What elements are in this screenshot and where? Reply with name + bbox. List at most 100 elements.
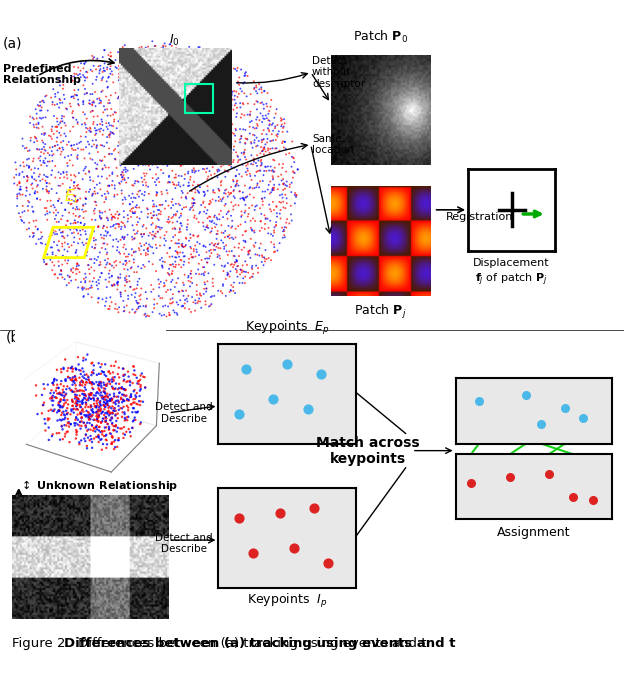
Point bbox=[29, 230, 39, 241]
Point bbox=[240, 70, 250, 81]
Point bbox=[167, 70, 177, 81]
Point bbox=[52, 239, 62, 250]
Point bbox=[267, 184, 277, 195]
Point bbox=[157, 89, 167, 100]
Point bbox=[243, 98, 253, 109]
Point bbox=[98, 223, 108, 234]
Point bbox=[198, 186, 208, 197]
Point bbox=[127, 118, 137, 129]
Point bbox=[263, 143, 273, 154]
Point bbox=[57, 230, 67, 241]
Point bbox=[170, 60, 180, 71]
Point bbox=[158, 301, 168, 312]
Point bbox=[208, 53, 218, 64]
Point bbox=[188, 163, 198, 174]
Point bbox=[180, 158, 190, 169]
Point bbox=[219, 118, 229, 129]
Point bbox=[129, 267, 139, 278]
Point bbox=[111, 107, 121, 118]
Point bbox=[56, 265, 66, 276]
Point bbox=[150, 54, 160, 65]
Point bbox=[183, 215, 193, 226]
Point bbox=[250, 215, 260, 226]
Point bbox=[153, 91, 163, 102]
Point bbox=[155, 200, 165, 211]
Point bbox=[162, 160, 172, 171]
Point bbox=[162, 136, 172, 147]
Point bbox=[74, 260, 84, 271]
Point bbox=[162, 45, 172, 56]
Point bbox=[116, 158, 126, 169]
Point bbox=[277, 189, 287, 200]
Point bbox=[195, 89, 205, 100]
Point bbox=[120, 119, 130, 130]
Point bbox=[204, 301, 214, 312]
Point bbox=[76, 131, 86, 142]
Point bbox=[228, 281, 238, 292]
Point bbox=[59, 233, 69, 244]
Point bbox=[58, 226, 68, 237]
Point bbox=[130, 54, 140, 65]
Point bbox=[188, 123, 198, 134]
Point bbox=[233, 155, 243, 166]
Point bbox=[29, 206, 39, 217]
Point bbox=[30, 131, 40, 142]
Point bbox=[143, 208, 153, 219]
Point bbox=[127, 63, 137, 74]
Point bbox=[170, 224, 180, 235]
Point bbox=[170, 307, 180, 318]
Point bbox=[232, 255, 242, 266]
Point bbox=[277, 138, 287, 149]
Point bbox=[149, 210, 158, 221]
Point bbox=[163, 130, 173, 141]
Point bbox=[97, 67, 107, 78]
Point bbox=[94, 292, 104, 303]
Point bbox=[147, 143, 157, 154]
Point bbox=[269, 247, 279, 258]
Point bbox=[116, 131, 126, 142]
Point bbox=[164, 310, 174, 321]
Point bbox=[303, 403, 313, 414]
Point bbox=[117, 222, 127, 233]
Point bbox=[190, 298, 200, 309]
Point bbox=[186, 306, 196, 317]
Point bbox=[271, 134, 281, 145]
Point bbox=[127, 101, 137, 112]
Point bbox=[233, 78, 243, 89]
Point bbox=[90, 239, 100, 250]
Point bbox=[226, 259, 236, 270]
Point bbox=[72, 139, 82, 150]
Point bbox=[97, 213, 107, 224]
Point bbox=[266, 165, 276, 176]
Point bbox=[109, 129, 119, 140]
Point bbox=[198, 196, 208, 207]
Point bbox=[264, 180, 274, 191]
Point bbox=[116, 224, 126, 235]
Point bbox=[185, 268, 195, 279]
Point bbox=[189, 197, 199, 208]
Point bbox=[276, 204, 286, 215]
Point bbox=[74, 183, 84, 194]
Point bbox=[209, 74, 219, 85]
Point bbox=[85, 153, 95, 164]
Point bbox=[114, 222, 124, 233]
Point bbox=[107, 120, 117, 131]
Point bbox=[223, 68, 233, 79]
Point bbox=[169, 132, 179, 143]
Point bbox=[227, 232, 237, 243]
Point bbox=[91, 197, 101, 208]
Point bbox=[168, 211, 178, 222]
Point bbox=[202, 276, 212, 287]
Point bbox=[248, 159, 258, 170]
Point bbox=[66, 186, 76, 197]
Point bbox=[54, 166, 64, 178]
Point bbox=[155, 125, 165, 136]
Point bbox=[150, 231, 160, 242]
Point bbox=[66, 264, 76, 275]
Point bbox=[71, 191, 80, 202]
Point bbox=[140, 98, 150, 109]
Point bbox=[128, 60, 138, 71]
Point bbox=[166, 202, 176, 213]
Point bbox=[200, 202, 210, 213]
Point bbox=[240, 138, 250, 149]
